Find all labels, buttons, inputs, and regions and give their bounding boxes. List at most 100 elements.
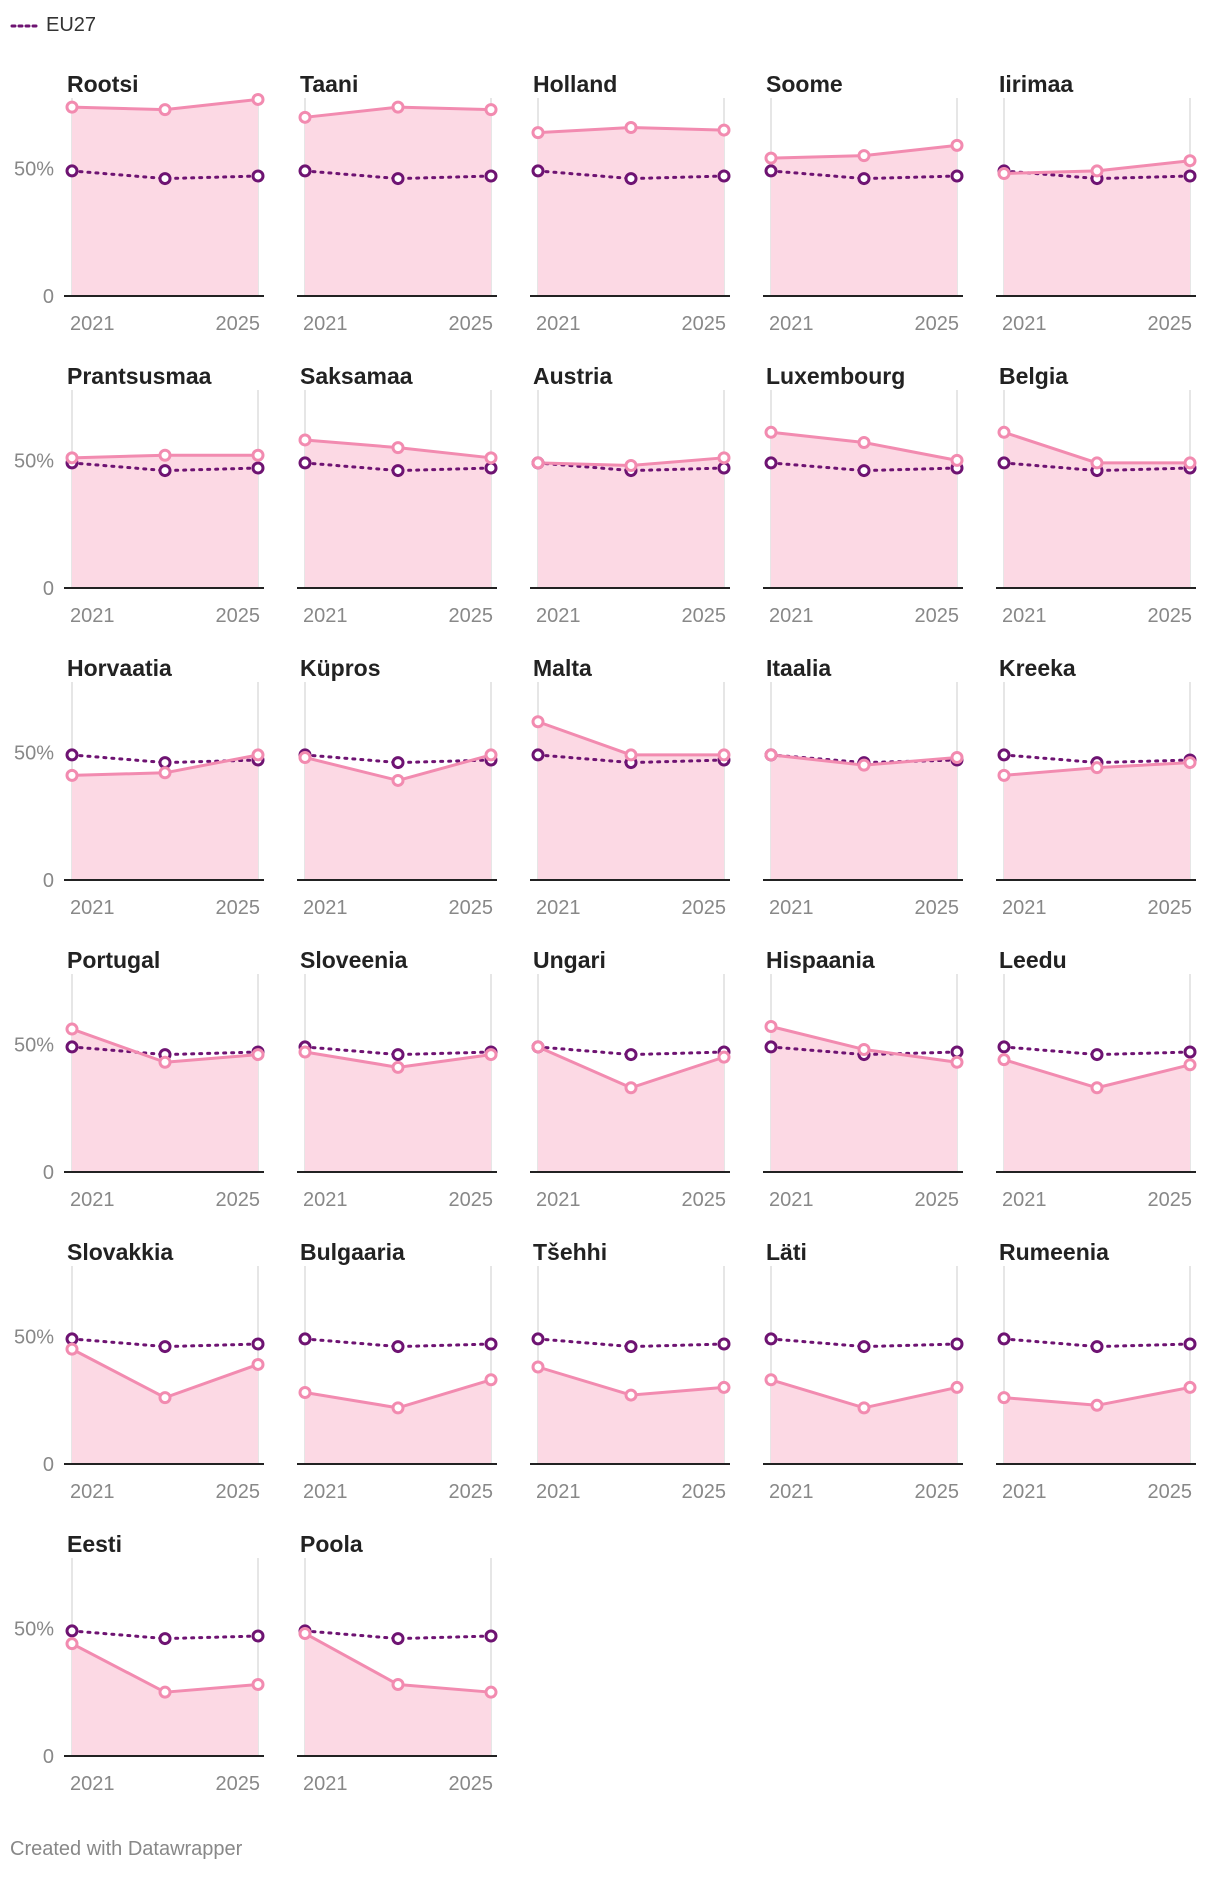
eu27-point <box>251 1337 265 1351</box>
y-tick-label: 0 <box>43 1162 54 1184</box>
country-point <box>251 1357 265 1371</box>
country-point <box>65 1022 79 1036</box>
country-area <box>72 455 258 588</box>
eu27-point <box>857 1340 871 1354</box>
eu27-point <box>251 1629 265 1643</box>
panel: Küpros 2021 2025 <box>297 655 498 919</box>
eu27-line <box>1002 753 1192 765</box>
eu27-point <box>391 1048 405 1062</box>
country-point <box>298 433 312 447</box>
country-point <box>764 748 778 762</box>
country-point <box>531 1360 545 1374</box>
panel: Taani 2021 2025 <box>297 71 498 335</box>
eu27-point <box>65 1040 79 1054</box>
legend: EU27 <box>10 14 96 37</box>
x-tick-label: 2021 <box>536 1481 581 1503</box>
y-tick-label: 50% <box>14 742 54 764</box>
eu27-line <box>1002 461 1192 473</box>
panel: Tšehhi 2021 2025 <box>530 1239 731 1503</box>
panel-title: Holland <box>533 71 617 97</box>
country-area <box>771 145 957 296</box>
x-tick-label: 2025 <box>1148 313 1193 335</box>
x-tick-label: 2021 <box>303 1189 348 1211</box>
x-tick-label: 2021 <box>303 1481 348 1503</box>
panel-title: Küpros <box>300 655 381 681</box>
country-area <box>1004 1059 1190 1172</box>
country-area <box>72 1349 258 1464</box>
country-area <box>1004 762 1190 880</box>
country-area <box>72 1029 258 1172</box>
panel-title: Eesti <box>67 1531 122 1557</box>
x-tick-label: 2021 <box>303 897 348 919</box>
eu27-point <box>391 756 405 770</box>
eu27-point <box>65 164 79 178</box>
eu27-point <box>1090 1340 1104 1354</box>
panel-title: Kreeka <box>999 655 1076 681</box>
country-point <box>531 1040 545 1054</box>
eu27-point <box>950 1045 964 1059</box>
country-point <box>1183 456 1197 470</box>
x-tick-label: 2025 <box>216 605 261 627</box>
country-area <box>538 457 724 588</box>
panel-title: Portugal <box>67 947 160 973</box>
country-point <box>251 1048 265 1062</box>
eu27-line <box>303 1629 493 1641</box>
country-point <box>484 1373 498 1387</box>
legend-eu27-label: EU27 <box>46 14 97 36</box>
eu27-point <box>158 172 172 186</box>
x-tick-label: 2025 <box>915 313 960 335</box>
x-tick-label: 2021 <box>70 605 115 627</box>
country-area <box>771 432 957 588</box>
panel: Slovakkia 0 50% 2021 2025 <box>14 1239 265 1503</box>
x-tick-label: 2021 <box>1002 313 1047 335</box>
x-tick-label: 2025 <box>915 605 960 627</box>
panel: Malta 2021 2025 <box>530 655 731 919</box>
panel-title: Horvaatia <box>67 655 172 681</box>
eu27-point <box>484 1629 498 1643</box>
eu27-point <box>391 172 405 186</box>
x-tick-label: 2025 <box>682 605 727 627</box>
x-tick-label: 2021 <box>70 313 115 335</box>
country-area <box>538 1367 724 1464</box>
country-area <box>538 127 724 297</box>
country-point <box>764 425 778 439</box>
x-tick-label: 2021 <box>536 1189 581 1211</box>
country-point <box>391 1060 405 1074</box>
x-tick-label: 2021 <box>70 1189 115 1211</box>
country-point <box>717 1050 731 1064</box>
country-area <box>1004 1387 1190 1464</box>
country-area <box>72 1643 258 1756</box>
panel-title: Läti <box>766 1239 807 1265</box>
country-point <box>158 1685 172 1699</box>
country-point <box>251 92 265 106</box>
x-tick-label: 2021 <box>536 313 581 335</box>
x-tick-label: 2025 <box>449 605 494 627</box>
country-point <box>1090 761 1104 775</box>
panel: Hispaania 2021 2025 <box>763 947 964 1211</box>
country-point <box>857 436 871 449</box>
eu27-point <box>1183 169 1197 183</box>
x-tick-label: 2021 <box>70 1481 115 1503</box>
country-point <box>391 1678 405 1692</box>
panel: Horvaatia 0 50% 2021 2025 <box>14 655 265 919</box>
panel-title: Prantsusmaa <box>67 363 212 389</box>
country-area <box>771 1026 957 1172</box>
panel-title: Malta <box>533 655 592 681</box>
country-area <box>305 107 491 297</box>
eu27-point <box>717 461 731 475</box>
country-point <box>1090 1081 1104 1095</box>
y-tick-label: 50% <box>14 1326 54 1348</box>
panel: Bulgaaria 2021 2025 <box>297 1239 498 1503</box>
country-point <box>997 1053 1011 1067</box>
eu27-point <box>391 1340 405 1354</box>
x-tick-label: 2021 <box>769 605 814 627</box>
eu27-point <box>391 464 405 478</box>
x-tick-label: 2025 <box>915 897 960 919</box>
eu27-point <box>484 461 498 475</box>
country-point <box>950 1380 964 1394</box>
x-tick-label: 2021 <box>1002 605 1047 627</box>
country-area <box>771 754 957 880</box>
country-area <box>305 1379 491 1464</box>
eu27-point <box>950 169 964 183</box>
y-tick-label: 0 <box>43 870 54 892</box>
